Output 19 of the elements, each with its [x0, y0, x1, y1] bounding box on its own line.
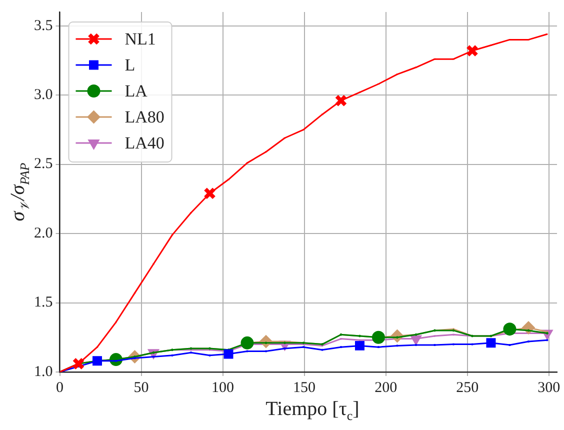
- x-tick-label: 300: [538, 380, 560, 396]
- legend-label: L: [124, 55, 136, 74]
- x-tick-label: 200: [374, 380, 398, 396]
- y-tick-label: 3.0: [34, 87, 53, 104]
- legend-label: LA80: [124, 107, 164, 126]
- y-tick-label: 2.0: [34, 225, 53, 242]
- y-tick-label: 3.5: [34, 18, 53, 34]
- x-tick-label: 250: [456, 380, 479, 396]
- x-tick-label: 50: [134, 380, 149, 396]
- y-tick-label: 1.0: [34, 364, 53, 380]
- legend-label: NL1: [124, 29, 156, 48]
- legend-label: LA: [124, 81, 148, 100]
- y-tick-label: 1.5: [34, 294, 53, 311]
- x-tick-label: 100: [212, 380, 234, 396]
- x-tick-label: 150: [293, 380, 316, 396]
- x-tick-label: 0: [56, 380, 64, 396]
- y-tick-label: 2.5: [34, 156, 53, 172]
- x-axis-title: Tiempo [τ$_{c}$]: [264, 398, 360, 424]
- legend-label: LA40: [124, 133, 164, 152]
